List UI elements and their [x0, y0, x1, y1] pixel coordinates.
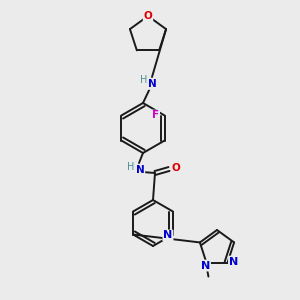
- Text: H: H: [127, 162, 135, 172]
- Text: N: N: [148, 79, 156, 89]
- Text: O: O: [172, 163, 180, 173]
- Text: H: H: [140, 75, 148, 85]
- Text: N: N: [136, 165, 144, 175]
- Text: O: O: [144, 11, 152, 21]
- Text: N: N: [201, 261, 210, 271]
- Text: N: N: [229, 256, 238, 267]
- Text: F: F: [152, 110, 159, 121]
- Text: N: N: [163, 230, 172, 241]
